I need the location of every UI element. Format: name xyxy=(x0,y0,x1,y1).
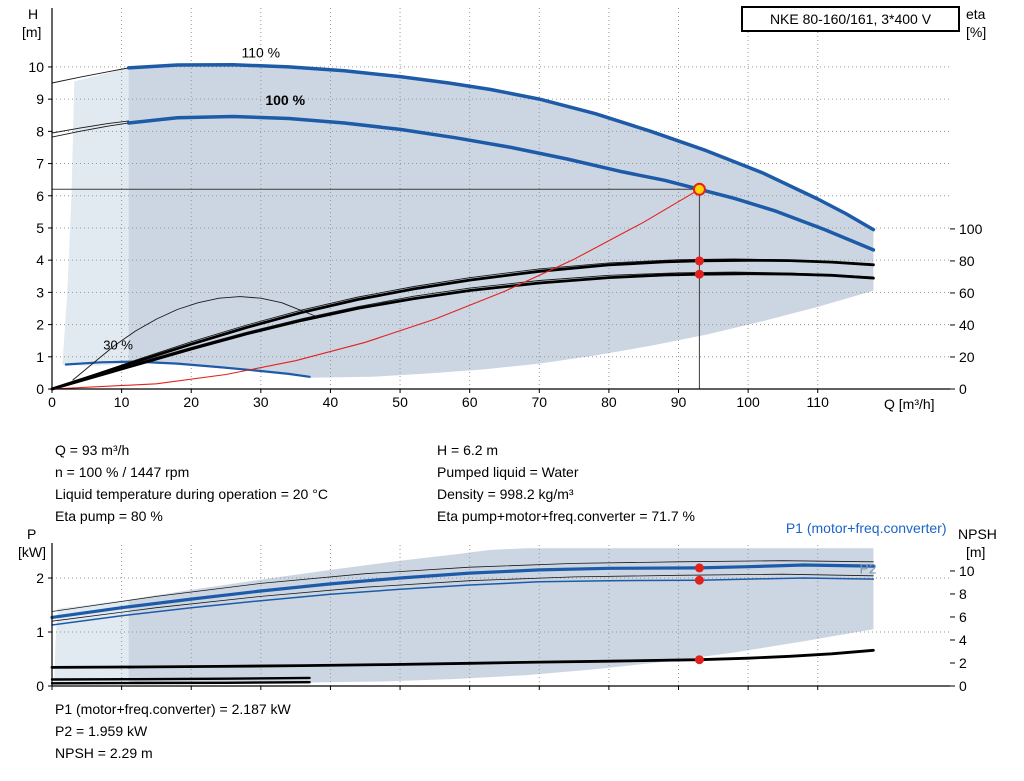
info-p2: P2 = 1.959 kW xyxy=(55,723,148,739)
info-liquid: Pumped liquid = Water xyxy=(437,464,579,480)
system-curve xyxy=(51,188,700,390)
eta-30pct-arc xyxy=(72,296,317,381)
y-tick-right-label: 100 xyxy=(959,221,983,237)
h-axis-label-line1: H xyxy=(28,6,39,22)
power-npsh-chart: 0 1 2 0 2 4 6 8 10 P1 (motor+freq.converter) P2 xyxy=(36,520,975,694)
x-tick-label: 20 xyxy=(183,394,199,410)
y-tick-left-label: 7 xyxy=(36,156,44,172)
p-axis-label-line2: [kW] xyxy=(18,544,46,560)
x-tick-label: 0 xyxy=(48,394,56,410)
x-tick-label: 100 xyxy=(736,394,760,410)
eta-axis-label-line2: [%] xyxy=(966,24,987,40)
operating-envelope xyxy=(128,64,874,378)
p-thin-lower xyxy=(51,573,874,622)
y-tick-left-label: 4 xyxy=(36,252,44,268)
x-tick-label: 50 xyxy=(392,394,408,410)
y-tick-left-label: 10 xyxy=(28,59,44,75)
info-head: H = 6.2 m xyxy=(437,442,499,458)
p2-curve-label: P2 xyxy=(860,561,877,577)
y-tick-left-label: 1 xyxy=(36,624,44,640)
p1-curve xyxy=(50,563,876,620)
curve-30pct xyxy=(64,360,311,378)
npsh-point xyxy=(694,655,704,665)
npsh-curve xyxy=(50,648,875,669)
y-tick-right-label: 0 xyxy=(959,678,967,694)
power-envelope-low-flow xyxy=(54,599,129,685)
npsh-axis-label-line1: NPSH xyxy=(958,526,997,542)
y-tick-right-label: 4 xyxy=(959,632,967,648)
y-tick-right-label: 6 xyxy=(959,609,967,625)
y-tick-left-label: 9 xyxy=(36,91,44,107)
info-npsh: NPSH = 2.29 m xyxy=(55,745,153,761)
y-tick-right-label: 0 xyxy=(959,381,967,397)
info-speed: n = 100 % / 1447 rpm xyxy=(55,464,190,480)
p-axis-label-line1: P xyxy=(27,526,37,542)
h-axis-label-line2: [m] xyxy=(22,24,42,40)
p1-curve-label: P1 (motor+freq.converter) xyxy=(786,520,947,536)
power-npsh-chart-plot-area[interactable] xyxy=(52,543,950,686)
info-flow: Q = 93 m³/h xyxy=(55,442,130,458)
hq-chart-plot-area[interactable] xyxy=(52,8,950,389)
p-thin-upper xyxy=(51,560,874,612)
y-tick-right-label: 40 xyxy=(959,317,975,333)
x-tick-label: 80 xyxy=(601,394,617,410)
title-box: NKE 80-160/161, 3*400 V xyxy=(741,6,960,32)
eta-total-point xyxy=(694,269,704,279)
x-tick-label: 40 xyxy=(323,394,339,410)
p-30pct-curve-a xyxy=(50,681,311,685)
curve-100-label: 100 % xyxy=(265,92,305,108)
curve-110pct xyxy=(126,62,876,232)
x-tick-label: 110 xyxy=(807,394,830,410)
info-p1: P1 (motor+freq.converter) = 2.187 kW xyxy=(55,701,291,717)
hq-chart: 0 10 20 30 40 50 60 70 80 90 100 110012345678910020… xyxy=(28,8,983,410)
p2-point xyxy=(694,575,704,585)
y-tick-left-label: 8 xyxy=(36,123,44,139)
y-tick-right-label: 10 xyxy=(959,563,975,579)
info-eta-pump: Eta pump = 80 % xyxy=(55,508,163,524)
p-30pct-curve-b xyxy=(50,676,311,681)
x-tick-label: 70 xyxy=(532,394,548,410)
x-tick-label: 60 xyxy=(462,394,478,410)
curve-100pct-thin-ext-a xyxy=(51,122,130,138)
x-tick-label: 10 xyxy=(114,394,130,410)
y-tick-right-label: 2 xyxy=(959,655,967,671)
curve-30-label: 30 % xyxy=(103,338,133,353)
power-envelope xyxy=(128,548,874,684)
p1-point xyxy=(694,563,704,573)
curve-100pct-thin-ext-b xyxy=(51,120,130,134)
info-eta-total: Eta pump+motor+freq.converter = 71.7 % xyxy=(437,508,695,524)
info-density: Density = 998.2 kg/m³ xyxy=(437,486,574,502)
y-tick-left-label: 0 xyxy=(36,381,44,397)
y-tick-left-label: 1 xyxy=(36,349,44,365)
eta-total-curve xyxy=(50,272,875,391)
y-tick-right-label: 60 xyxy=(959,285,975,301)
curve-100pct xyxy=(126,114,876,252)
eta-pump-point xyxy=(694,256,704,266)
y-tick-right-label: 20 xyxy=(959,349,975,365)
x-tick-label: 30 xyxy=(253,394,269,410)
x-tick-label: 90 xyxy=(671,394,687,410)
y-tick-right-label: 80 xyxy=(959,253,975,269)
y-tick-left-label: 6 xyxy=(36,188,44,204)
eta-pump-curve xyxy=(50,258,875,391)
y-tick-left-label: 5 xyxy=(36,220,44,236)
y-tick-right-label: 8 xyxy=(959,586,967,602)
p2-curve xyxy=(51,577,875,626)
y-tick-left-label: 2 xyxy=(36,317,44,333)
y-tick-left-label: 0 xyxy=(36,678,44,694)
envelope-low-flow xyxy=(62,67,129,366)
curve-110-label: 110 % xyxy=(241,44,280,60)
q-axis-label: Q [m³/h] xyxy=(884,396,935,412)
duty-point xyxy=(692,182,706,196)
curve-110pct-thin-ext xyxy=(51,67,130,84)
y-tick-left-label: 2 xyxy=(36,570,44,586)
eta-axis-label-line1: eta xyxy=(966,6,986,22)
info-temperature: Liquid temperature during operation = 20… xyxy=(55,486,328,502)
y-tick-left-label: 3 xyxy=(36,284,44,300)
npsh-axis-label-line2: [m] xyxy=(966,544,986,560)
